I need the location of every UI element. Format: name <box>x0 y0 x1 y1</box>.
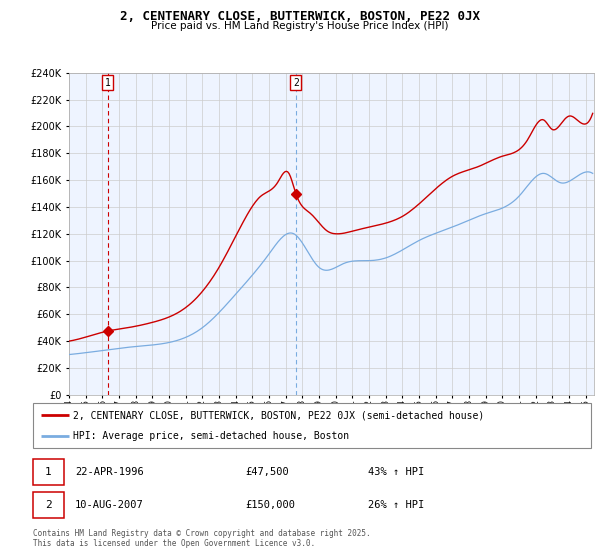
Text: 2: 2 <box>293 78 299 87</box>
Text: HPI: Average price, semi-detached house, Boston: HPI: Average price, semi-detached house,… <box>73 431 349 441</box>
Text: 2: 2 <box>45 500 52 510</box>
FancyBboxPatch shape <box>33 459 64 485</box>
Text: 43% ↑ HPI: 43% ↑ HPI <box>368 467 424 477</box>
Text: 10-AUG-2007: 10-AUG-2007 <box>75 500 143 510</box>
FancyBboxPatch shape <box>33 492 64 517</box>
Text: Price paid vs. HM Land Registry's House Price Index (HPI): Price paid vs. HM Land Registry's House … <box>151 21 449 31</box>
Text: £47,500: £47,500 <box>245 467 289 477</box>
Text: Contains HM Land Registry data © Crown copyright and database right 2025.
This d: Contains HM Land Registry data © Crown c… <box>33 529 371 548</box>
Text: 1: 1 <box>45 467 52 477</box>
Text: 2, CENTENARY CLOSE, BUTTERWICK, BOSTON, PE22 0JX: 2, CENTENARY CLOSE, BUTTERWICK, BOSTON, … <box>120 10 480 23</box>
FancyBboxPatch shape <box>33 403 591 448</box>
Text: 1: 1 <box>104 78 110 87</box>
Text: £150,000: £150,000 <box>245 500 295 510</box>
Text: 2, CENTENARY CLOSE, BUTTERWICK, BOSTON, PE22 0JX (semi-detached house): 2, CENTENARY CLOSE, BUTTERWICK, BOSTON, … <box>73 410 484 421</box>
Text: 22-APR-1996: 22-APR-1996 <box>75 467 143 477</box>
Text: 26% ↑ HPI: 26% ↑ HPI <box>368 500 424 510</box>
